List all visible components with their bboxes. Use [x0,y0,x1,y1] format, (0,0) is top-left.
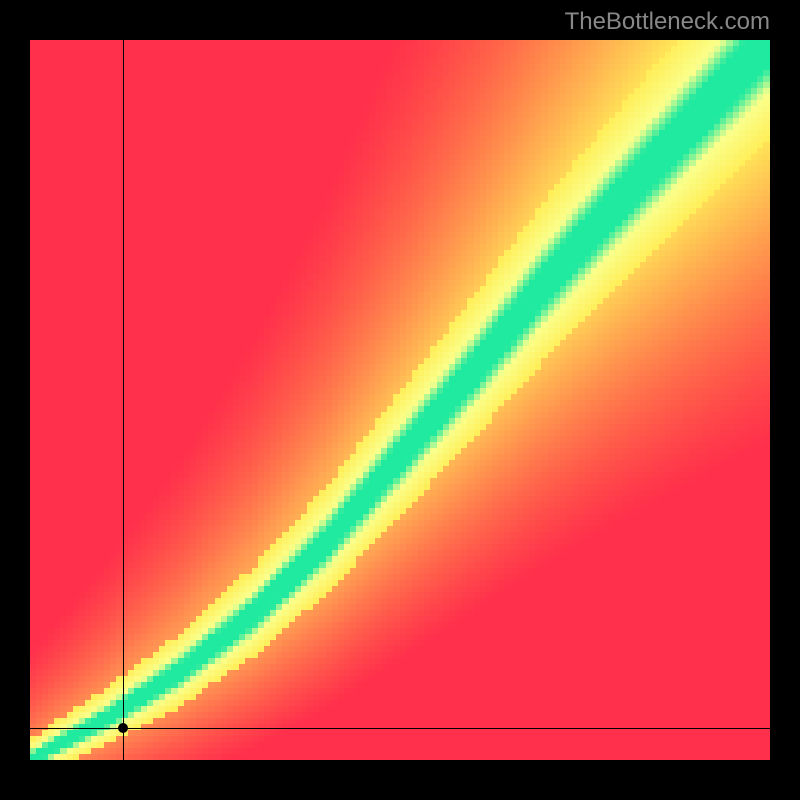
heatmap-canvas [30,40,770,760]
crosshair-vertical [123,40,124,760]
crosshair-horizontal [30,728,770,729]
marker-dot [118,723,128,733]
heatmap-chart [30,40,770,760]
watermark-text: TheBottleneck.com [565,8,770,36]
